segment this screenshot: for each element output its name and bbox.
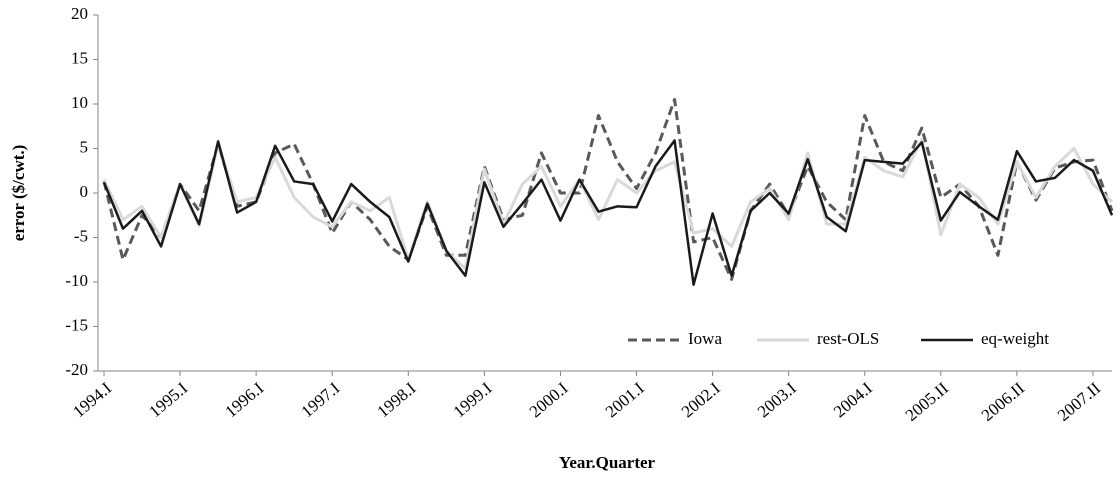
series-line — [102, 138, 1114, 271]
y-tick-label: 20 — [71, 4, 88, 23]
x-tick-label: 1997.I — [297, 378, 343, 421]
x-tick-label: 2002.I — [678, 378, 724, 421]
x-tick-label: 2006.II — [978, 378, 1028, 425]
x-tick-label: 2007.II — [1054, 378, 1104, 425]
x-tick-label: 1998.I — [374, 378, 420, 421]
y-axis-title: error ($/cwt.) — [9, 145, 28, 242]
legend-label: rest-OLS — [817, 329, 879, 348]
y-tick-label: -15 — [65, 315, 88, 334]
legend-label: Iowa — [688, 329, 722, 348]
x-tick-label: 1994.I — [69, 378, 115, 421]
x-tick-label: 1999.I — [450, 378, 496, 421]
x-tick-label: 2000.I — [526, 378, 572, 421]
legend-label: eq-weight — [981, 329, 1049, 348]
y-tick-label: -5 — [74, 226, 88, 245]
x-tick-label: 1996.I — [221, 378, 267, 421]
x-tick-label: 2003.I — [754, 378, 800, 421]
x-tick-label: 2005.II — [902, 378, 952, 425]
x-tick-label: 2004.I — [830, 378, 876, 421]
x-axis-title: Year.Quarter — [559, 453, 656, 472]
x-tick-label: 2001.I — [602, 378, 648, 421]
y-tick-label: 10 — [71, 93, 88, 112]
y-tick-label: -10 — [65, 271, 88, 290]
y-tick-label: -20 — [65, 360, 88, 379]
y-tick-label: 5 — [80, 137, 89, 156]
y-tick-label: 0 — [80, 182, 89, 201]
series-line — [102, 98, 1114, 281]
x-tick-label: 1995.I — [145, 378, 191, 421]
series-line — [102, 139, 1114, 286]
y-tick-label: 15 — [71, 48, 88, 67]
